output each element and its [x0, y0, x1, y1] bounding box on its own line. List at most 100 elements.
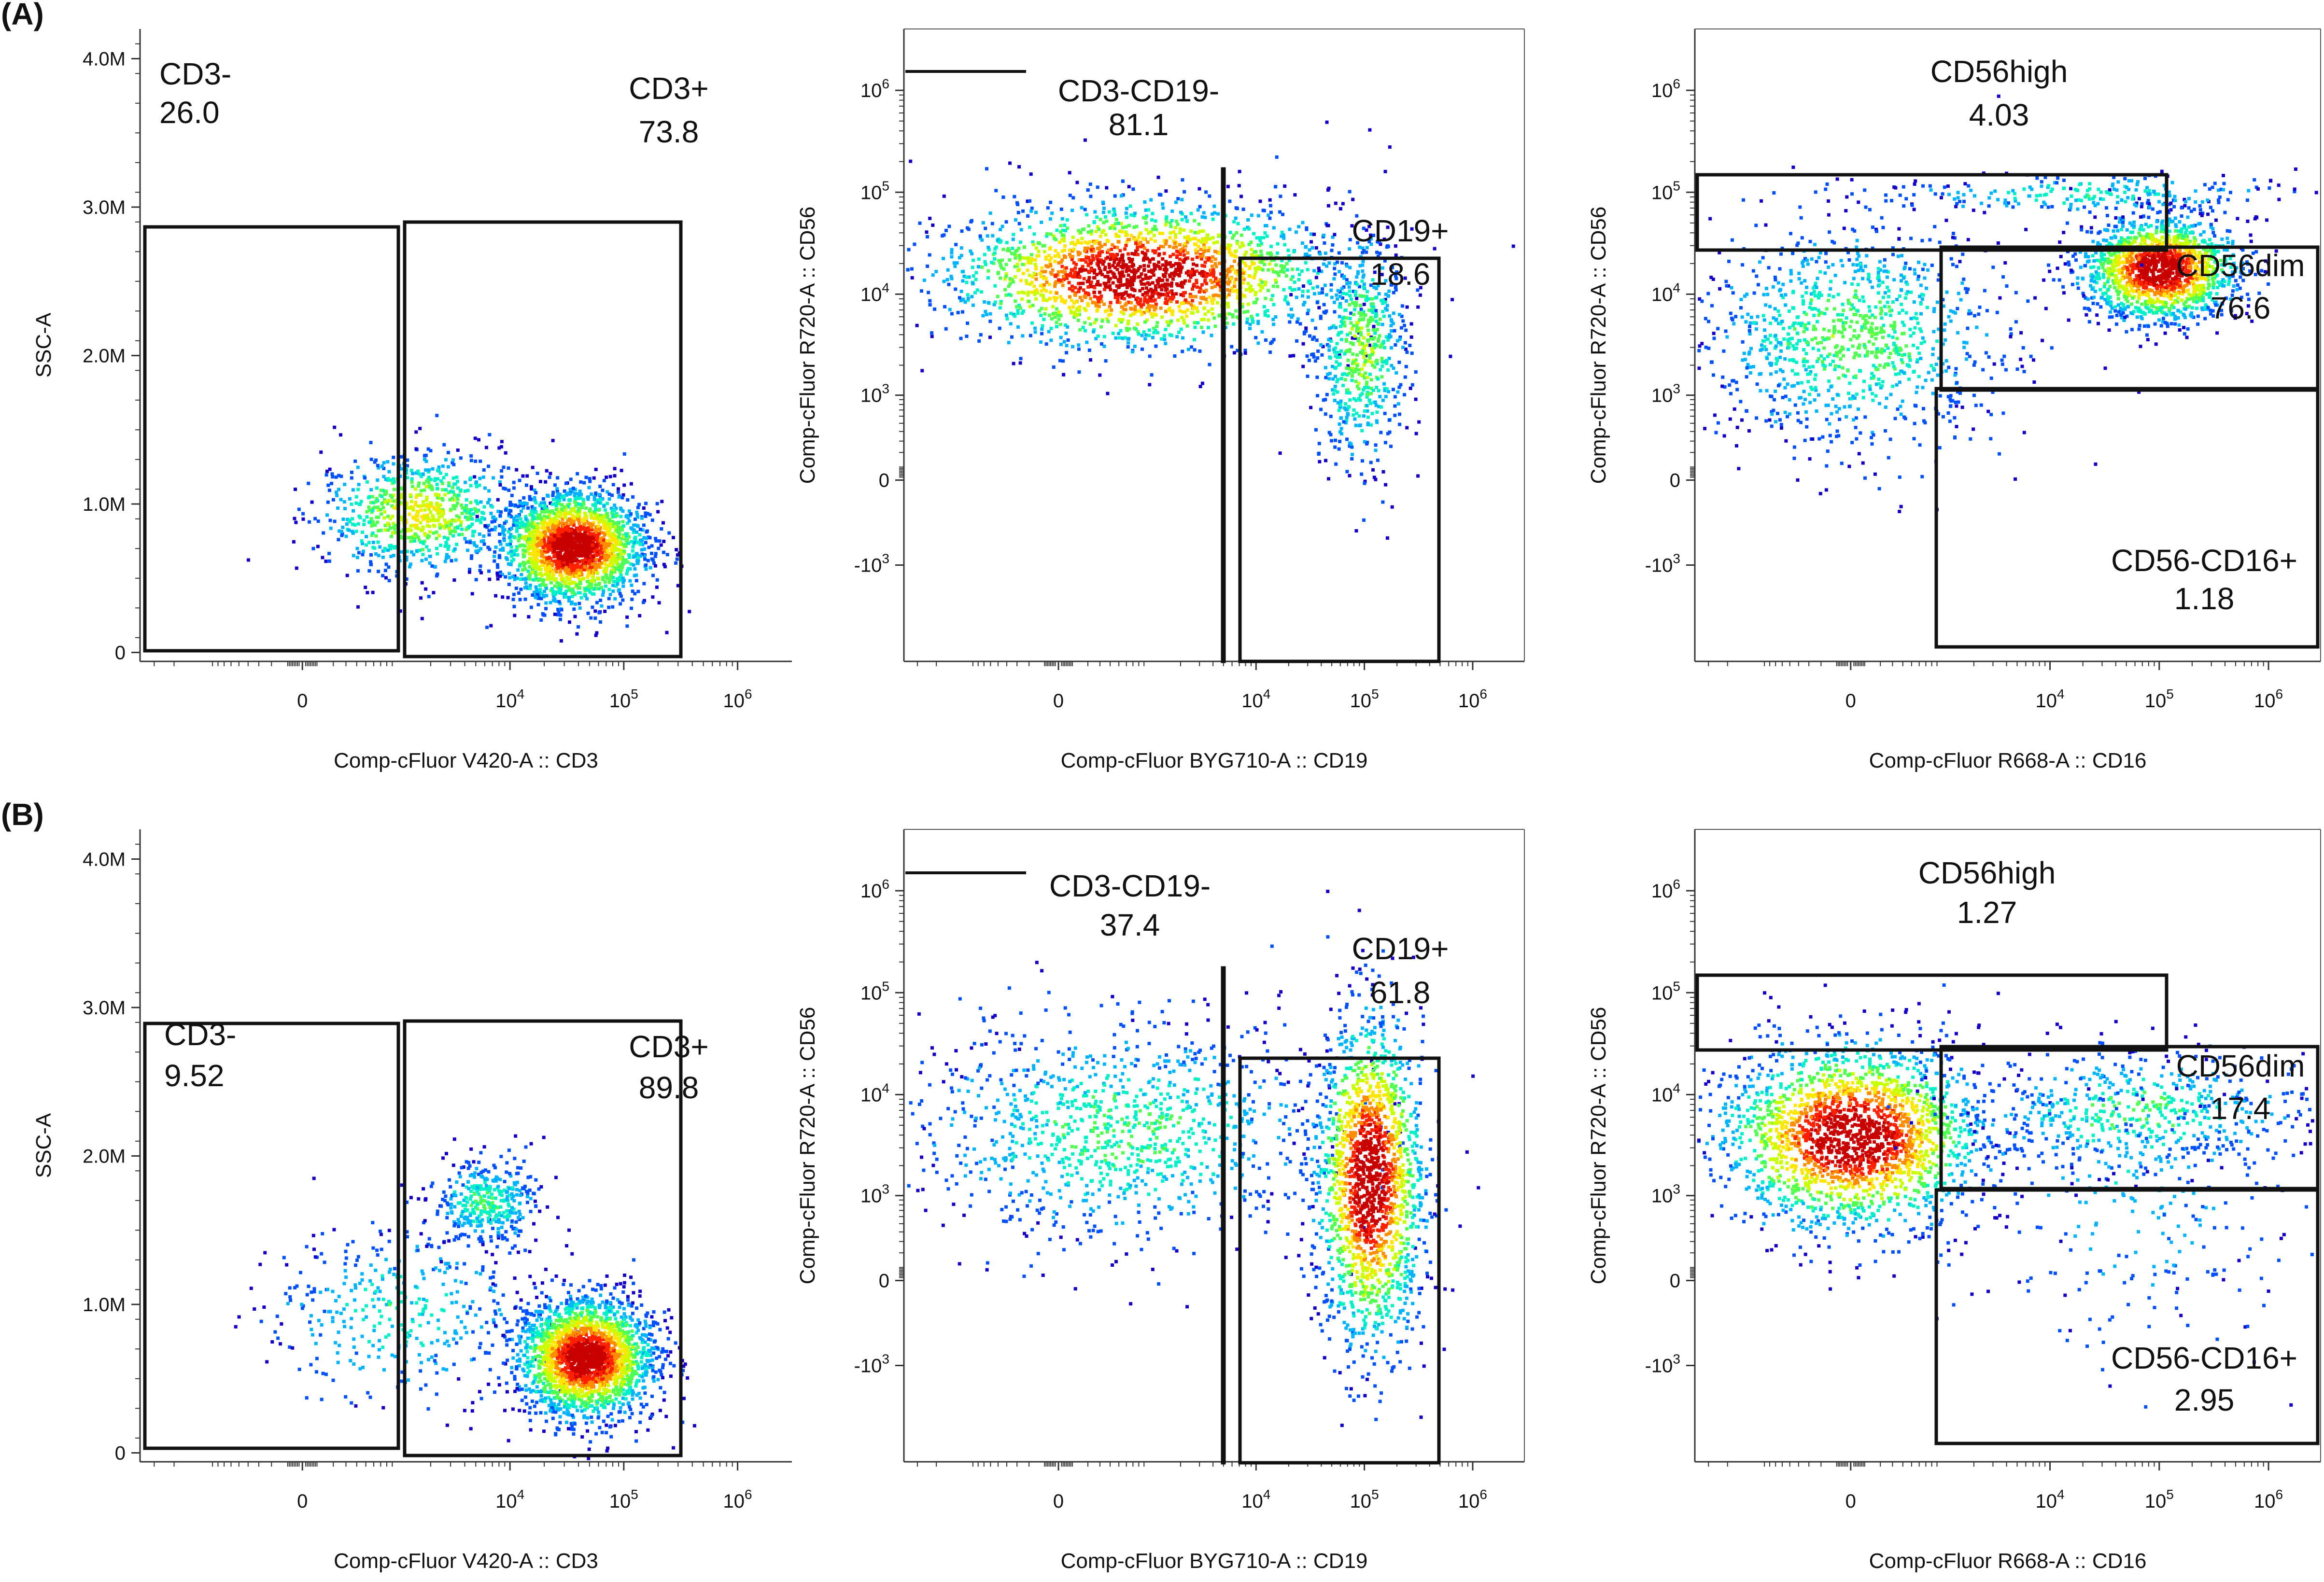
data-point	[1258, 289, 1262, 293]
data-point	[1071, 236, 1075, 239]
data-point	[1201, 270, 1205, 274]
data-point	[1212, 204, 1216, 208]
data-point	[1159, 193, 1163, 197]
data-point	[496, 574, 500, 577]
data-point	[1212, 241, 1216, 245]
data-point	[417, 527, 421, 531]
data-point	[418, 427, 422, 431]
data-point	[422, 500, 425, 504]
data-point	[414, 447, 418, 451]
data-point	[1183, 321, 1186, 325]
data-point	[634, 523, 637, 527]
data-point	[1008, 277, 1012, 280]
data-point	[384, 576, 388, 580]
data-point	[655, 502, 659, 505]
data-point	[642, 582, 646, 586]
data-point	[1161, 257, 1165, 261]
data-point	[435, 574, 438, 578]
data-point	[1133, 345, 1137, 348]
data-point	[1115, 267, 1119, 271]
data-point	[564, 539, 568, 543]
data-point	[1207, 326, 1210, 329]
data-point	[1151, 257, 1155, 261]
data-point	[521, 535, 525, 539]
data-point	[582, 500, 585, 504]
data-point	[1200, 325, 1203, 329]
data-point	[1197, 187, 1201, 191]
y-tick-label: 3.0M	[83, 197, 126, 218]
data-point	[418, 548, 422, 552]
data-point	[1262, 209, 1266, 212]
data-point	[621, 580, 625, 584]
data-point	[1238, 169, 1241, 173]
data-point	[1169, 231, 1172, 235]
data-point	[1233, 254, 1237, 258]
data-point	[494, 517, 498, 521]
data-point	[609, 522, 613, 526]
data-point	[508, 528, 512, 532]
data-point	[1037, 250, 1041, 253]
data-point	[535, 524, 539, 528]
data-point	[553, 578, 557, 582]
data-point	[1187, 279, 1191, 283]
data-point	[383, 510, 387, 514]
data-point	[386, 515, 390, 518]
data-point	[493, 554, 496, 558]
data-point	[426, 447, 430, 451]
data-point	[472, 512, 476, 516]
data-point	[1147, 334, 1151, 337]
data-point	[1108, 226, 1112, 230]
data-point	[578, 530, 582, 533]
data-point	[414, 487, 418, 491]
data-point	[577, 522, 581, 525]
data-point	[606, 529, 609, 532]
data-point	[1208, 363, 1211, 366]
data-point	[557, 600, 561, 603]
data-point	[555, 500, 559, 504]
data-point	[524, 483, 528, 487]
data-point	[330, 472, 334, 476]
data-point	[409, 500, 413, 504]
data-point	[592, 557, 595, 560]
data-point	[591, 532, 595, 536]
data-point	[512, 592, 516, 596]
data-point	[550, 503, 554, 506]
data-point	[1195, 285, 1199, 289]
data-point	[1049, 290, 1052, 294]
data-point	[420, 559, 424, 562]
data-point	[608, 593, 612, 596]
data-point	[1009, 322, 1013, 326]
data-point	[1048, 259, 1052, 263]
data-point	[502, 465, 506, 469]
data-point	[327, 489, 331, 492]
data-point	[626, 560, 630, 564]
data-point	[582, 527, 586, 531]
data-point	[971, 281, 975, 285]
data-point	[400, 455, 404, 459]
data-point	[605, 532, 609, 535]
data-point	[1061, 283, 1065, 287]
data-point	[479, 571, 483, 574]
data-point	[998, 326, 1001, 330]
data-point	[529, 552, 533, 556]
data-point	[545, 469, 549, 473]
data-point	[424, 453, 428, 457]
data-point	[1193, 325, 1197, 329]
data-point	[1119, 310, 1123, 314]
data-point	[613, 467, 617, 471]
data-point	[444, 458, 448, 462]
data-point	[1132, 225, 1136, 229]
data-point	[1196, 321, 1200, 325]
data-point	[1034, 297, 1038, 301]
data-point	[474, 549, 478, 553]
data-point	[1226, 243, 1230, 247]
data-point	[424, 587, 428, 591]
data-point	[1181, 336, 1184, 340]
data-point	[487, 533, 491, 537]
data-point	[638, 543, 642, 546]
data-point	[523, 567, 527, 571]
data-point	[1264, 224, 1267, 227]
data-point	[1062, 275, 1066, 278]
data-point	[597, 520, 601, 524]
